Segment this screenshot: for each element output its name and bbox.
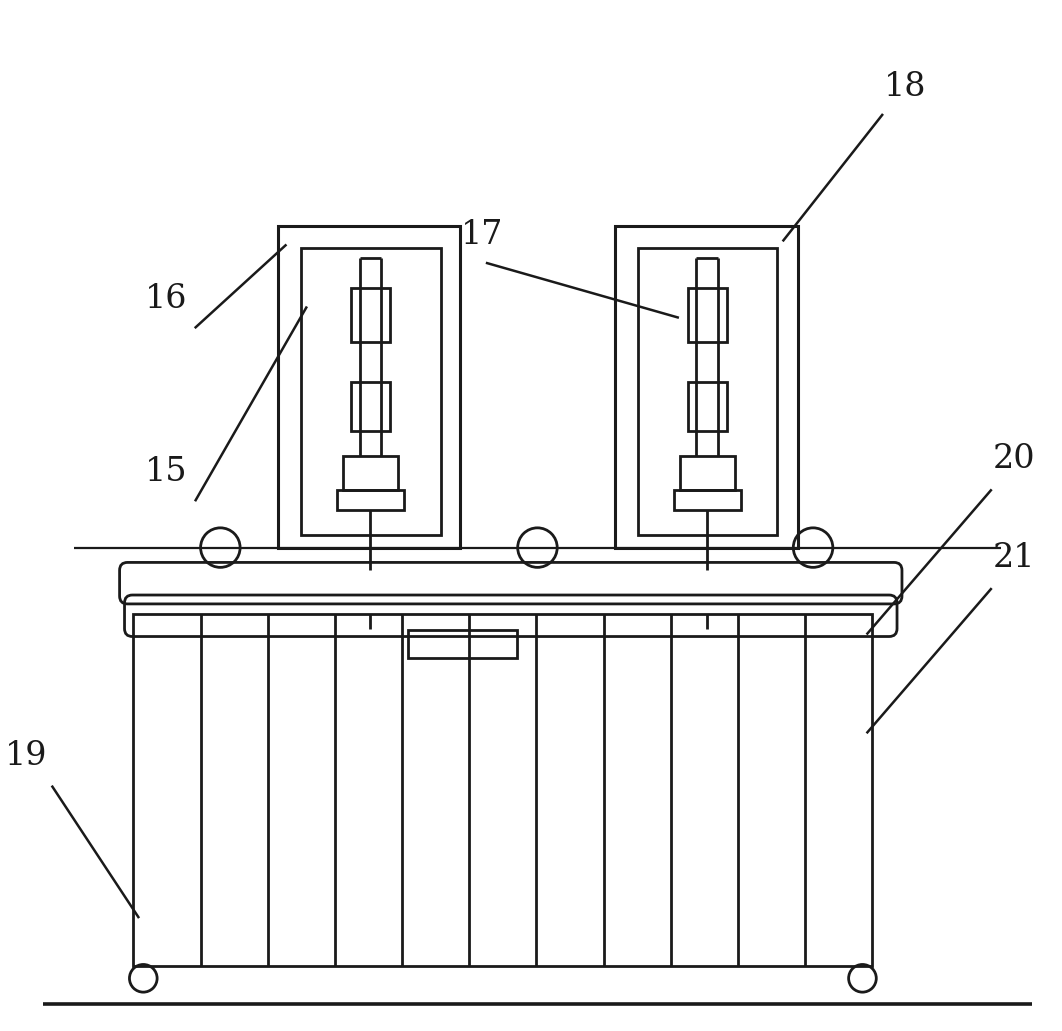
Text: 19: 19 xyxy=(5,740,48,772)
Bar xyxy=(337,491,404,510)
Text: 20: 20 xyxy=(993,443,1035,475)
Bar xyxy=(408,630,517,658)
Bar xyxy=(302,248,441,535)
Bar xyxy=(638,248,776,535)
Bar xyxy=(277,226,461,547)
Bar xyxy=(343,456,397,491)
Text: 18: 18 xyxy=(885,71,927,103)
Bar xyxy=(350,381,390,431)
Bar xyxy=(616,226,799,547)
Bar xyxy=(134,613,872,966)
Text: 17: 17 xyxy=(461,220,503,252)
Bar xyxy=(687,288,727,342)
Text: 16: 16 xyxy=(145,284,188,315)
Bar xyxy=(673,491,741,510)
Text: 21: 21 xyxy=(993,542,1035,574)
Bar xyxy=(350,288,390,342)
Text: 15: 15 xyxy=(145,457,188,489)
Bar xyxy=(680,456,735,491)
Bar xyxy=(687,381,727,431)
